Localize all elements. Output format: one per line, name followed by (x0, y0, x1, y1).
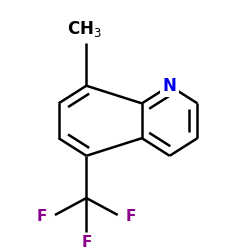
Text: F: F (36, 209, 47, 224)
Text: CH$_3$: CH$_3$ (66, 19, 101, 39)
Text: N: N (163, 77, 176, 95)
Text: F: F (126, 209, 136, 224)
Text: F: F (81, 235, 92, 250)
